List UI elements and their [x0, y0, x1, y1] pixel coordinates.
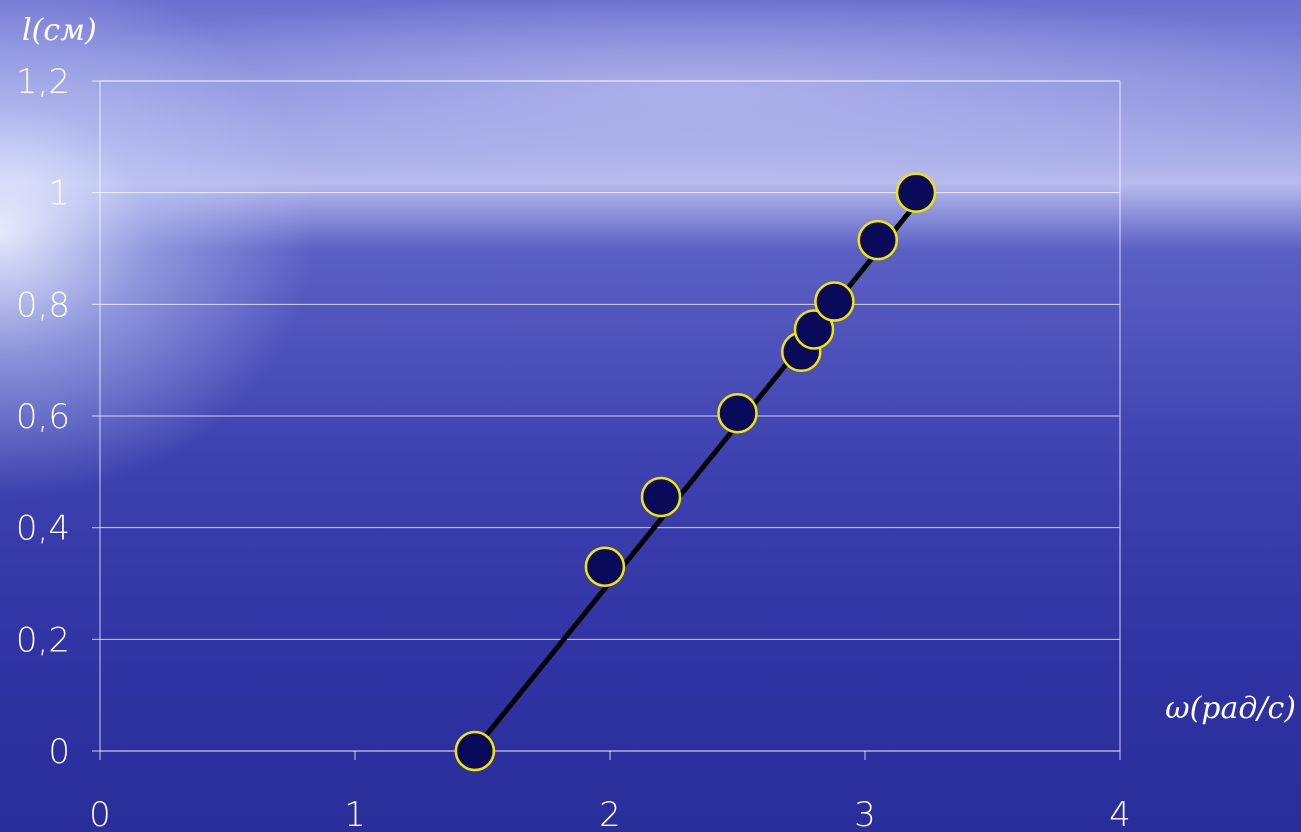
- y-tick-label: 0,6: [16, 397, 70, 437]
- x-axis-label: ω(рад/с): [1165, 691, 1296, 726]
- y-axis-label: l(см): [22, 13, 97, 48]
- data-point: [814, 281, 855, 322]
- data-point: [454, 730, 496, 772]
- grid: [100, 80, 1120, 752]
- x-tick-label: 4: [1109, 795, 1131, 832]
- y-tick-label: 0: [48, 732, 70, 772]
- data-point: [895, 172, 937, 213]
- y-tick-label: 1: [48, 174, 70, 214]
- data-points: [454, 172, 937, 772]
- data-point: [584, 546, 626, 587]
- x-tick-label: 2: [599, 795, 621, 832]
- y-tick-label: 0,2: [16, 620, 70, 660]
- y-tick-label: 1,2: [16, 62, 70, 102]
- y-tick-label: 0,8: [16, 285, 70, 325]
- data-point: [857, 219, 898, 261]
- data-point: [640, 476, 682, 518]
- x-tick-label: 1: [344, 795, 366, 832]
- y-tick-label: 0,4: [16, 509, 70, 549]
- data-point: [793, 309, 835, 350]
- trend-line: [480, 202, 918, 742]
- y-axis-ticks: 0 0,2 0,4 0,6 0,8 1 1,2: [16, 62, 100, 772]
- x-axis-ticks: 0 1 2 3 4: [89, 751, 1131, 832]
- x-tick-label: 0: [89, 795, 111, 832]
- data-point: [717, 392, 758, 434]
- x-tick-label: 3: [854, 795, 876, 832]
